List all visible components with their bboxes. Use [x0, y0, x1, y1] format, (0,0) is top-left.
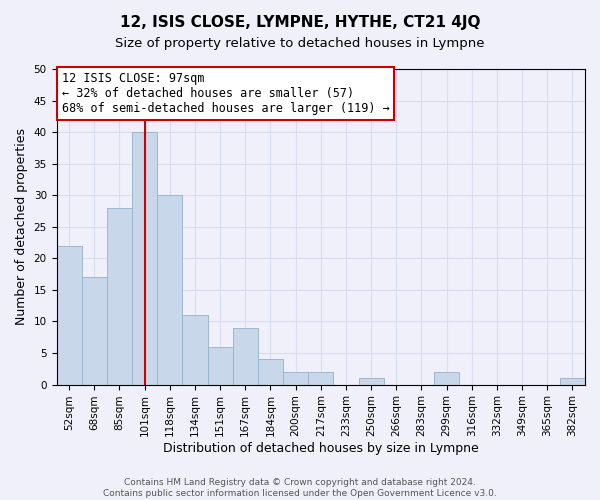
Bar [258, 360, 283, 384]
Bar [434, 372, 459, 384]
Text: 12 ISIS CLOSE: 97sqm
← 32% of detached houses are smaller (57)
68% of semi-detac: 12 ISIS CLOSE: 97sqm ← 32% of detached h… [62, 72, 389, 115]
X-axis label: Distribution of detached houses by size in Lympne: Distribution of detached houses by size … [163, 442, 479, 455]
Bar [283, 372, 308, 384]
Text: Contains HM Land Registry data © Crown copyright and database right 2024.
Contai: Contains HM Land Registry data © Crown c… [103, 478, 497, 498]
Text: 12, ISIS CLOSE, LYMPNE, HYTHE, CT21 4JQ: 12, ISIS CLOSE, LYMPNE, HYTHE, CT21 4JQ [120, 15, 480, 30]
Bar [359, 378, 383, 384]
Bar [157, 195, 182, 384]
Bar [308, 372, 334, 384]
Bar [82, 278, 107, 384]
Bar [132, 132, 157, 384]
Y-axis label: Number of detached properties: Number of detached properties [15, 128, 28, 326]
Bar [208, 346, 233, 385]
Text: Size of property relative to detached houses in Lympne: Size of property relative to detached ho… [115, 38, 485, 51]
Bar [107, 208, 132, 384]
Bar [233, 328, 258, 384]
Bar [560, 378, 585, 384]
Bar [56, 246, 82, 384]
Bar [182, 315, 208, 384]
